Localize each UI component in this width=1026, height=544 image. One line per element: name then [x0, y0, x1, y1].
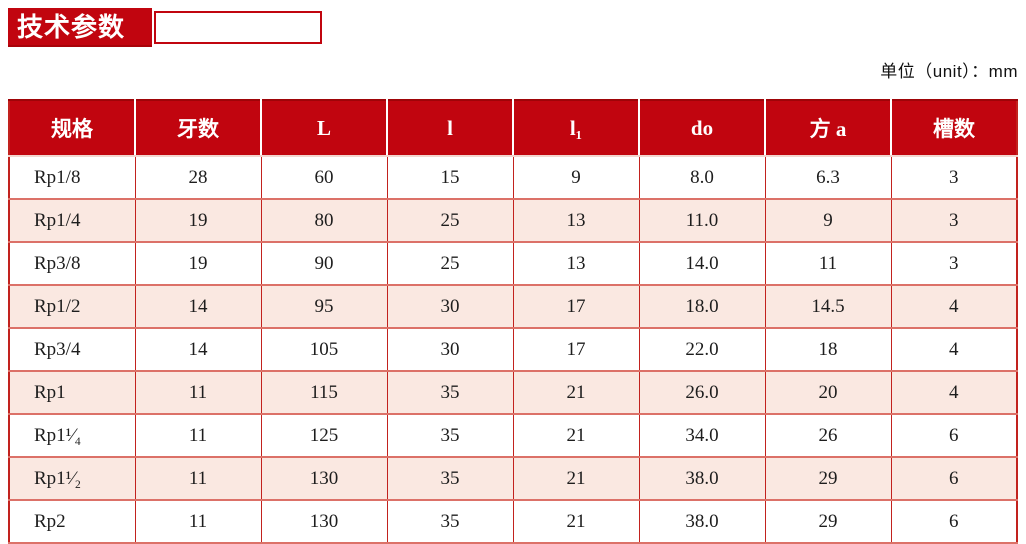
column-header: l [387, 99, 514, 157]
spec-value-cell: 26.0 [638, 370, 766, 415]
spec-value-cell: 35 [386, 456, 514, 501]
spec-value-cell: 11.0 [638, 198, 766, 243]
spec-value-cell: 11 [134, 370, 262, 415]
table-row: Rp1/8 28 60 15 9 8.0 6.3 3 [8, 155, 1018, 200]
spec-value-cell: 14.0 [638, 241, 766, 286]
column-header: 方 a [765, 99, 892, 157]
spec-value-cell: 26 [764, 413, 892, 458]
spec-value-cell: 34.0 [638, 413, 766, 458]
spec-name-cell: Rp1¹⁄₂ [8, 456, 136, 501]
spec-name-cell: Rp1 [8, 370, 136, 415]
spec-value-cell: 14 [134, 327, 262, 372]
column-header: L [261, 99, 388, 157]
spec-value-cell: 38.0 [638, 456, 766, 501]
spec-value-cell: 9 [512, 155, 640, 200]
spec-value-cell: 4 [890, 284, 1018, 329]
spec-value-cell: 14.5 [764, 284, 892, 329]
spec-value-cell: 6.3 [764, 155, 892, 200]
spec-value-cell: 11 [134, 456, 262, 501]
column-header: do [639, 99, 766, 157]
table-row: Rp1/2 14 95 30 17 18.0 14.5 4 [8, 284, 1018, 329]
column-header: 规格 [9, 99, 136, 157]
spec-value-cell: 25 [386, 241, 514, 286]
spec-value-cell: 15 [386, 155, 514, 200]
spec-value-cell: 29 [764, 456, 892, 501]
spec-value-cell: 60 [260, 155, 388, 200]
spec-table-body: Rp1/8 28 60 15 9 8.0 6.3 3 Rp1/4 19 80 25 13 11.0 9 3 Rp… [8, 155, 1018, 544]
spec-value-cell: 21 [512, 499, 640, 544]
spec-value-cell: 28 [134, 155, 262, 200]
spec-value-cell: 19 [134, 241, 262, 286]
spec-name-cell: Rp3/8 [8, 241, 136, 286]
spec-value-cell: 17 [512, 284, 640, 329]
spec-value-cell: 18.0 [638, 284, 766, 329]
spec-name-cell: Rp1¹⁄₄ [8, 413, 136, 458]
spec-value-cell: 130 [260, 456, 388, 501]
spec-value-cell: 21 [512, 456, 640, 501]
spec-name-cell: Rp1/8 [8, 155, 136, 200]
spec-value-cell: 3 [890, 155, 1018, 200]
spec-value-cell: 20 [764, 370, 892, 415]
spec-name-cell: Rp3/4 [8, 327, 136, 372]
spec-value-cell: 21 [512, 413, 640, 458]
spec-value-cell: 14 [134, 284, 262, 329]
spec-value-cell: 115 [260, 370, 388, 415]
spec-value-cell: 35 [386, 499, 514, 544]
spec-value-cell: 29 [764, 499, 892, 544]
spec-name-cell: Rp1/4 [8, 198, 136, 243]
spec-value-cell: 9 [764, 198, 892, 243]
spec-value-cell: 125 [260, 413, 388, 458]
spec-value-cell: 18 [764, 327, 892, 372]
spec-value-cell: 90 [260, 241, 388, 286]
spec-value-cell: 35 [386, 413, 514, 458]
spec-value-cell: 95 [260, 284, 388, 329]
spec-name-cell: Rp1/2 [8, 284, 136, 329]
spec-value-cell: 30 [386, 284, 514, 329]
spec-value-cell: 11 [134, 413, 262, 458]
title-outline-box [154, 11, 322, 44]
spec-value-cell: 22.0 [638, 327, 766, 372]
table-row: Rp1/4 19 80 25 13 11.0 9 3 [8, 198, 1018, 243]
spec-value-cell: 6 [890, 413, 1018, 458]
table-row: Rp1¹⁄₄ 11 125 35 21 34.0 26 6 [8, 413, 1018, 458]
table-row: Rp3/8 19 90 25 13 14.0 11 3 [8, 241, 1018, 286]
spec-value-cell: 19 [134, 198, 262, 243]
section-title-banner: 技术参数 [8, 8, 152, 47]
table-row: Rp3/4 14 105 30 17 22.0 18 4 [8, 327, 1018, 372]
spec-value-cell: 80 [260, 198, 388, 243]
spec-value-cell: 105 [260, 327, 388, 372]
spec-value-cell: 4 [890, 370, 1018, 415]
spec-value-cell: 130 [260, 499, 388, 544]
table-row: Rp1¹⁄₂ 11 130 35 21 38.0 29 6 [8, 456, 1018, 501]
table-row: Rp1 11 115 35 21 26.0 20 4 [8, 370, 1018, 415]
spec-value-cell: 13 [512, 198, 640, 243]
spec-value-cell: 3 [890, 198, 1018, 243]
unit-label: 单位（unit）：mm [880, 62, 1018, 81]
spec-value-cell: 13 [512, 241, 640, 286]
spec-value-cell: 21 [512, 370, 640, 415]
spec-name-cell: Rp2 [8, 499, 136, 544]
spec-value-cell: 3 [890, 241, 1018, 286]
spec-value-cell: 11 [134, 499, 262, 544]
spec-value-cell: 25 [386, 198, 514, 243]
spec-value-cell: 6 [890, 499, 1018, 544]
column-header: l₁ [513, 99, 640, 157]
spec-value-cell: 30 [386, 327, 514, 372]
spec-value-cell: 8.0 [638, 155, 766, 200]
spec-value-cell: 38.0 [638, 499, 766, 544]
table-row: Rp2 11 130 35 21 38.0 29 6 [8, 499, 1018, 544]
spec-value-cell: 17 [512, 327, 640, 372]
spec-value-cell: 6 [890, 456, 1018, 501]
column-header: 槽数 [891, 99, 1017, 157]
spec-value-cell: 35 [386, 370, 514, 415]
spec-value-cell: 11 [764, 241, 892, 286]
column-header: 牙数 [135, 99, 262, 157]
spec-value-cell: 4 [890, 327, 1018, 372]
